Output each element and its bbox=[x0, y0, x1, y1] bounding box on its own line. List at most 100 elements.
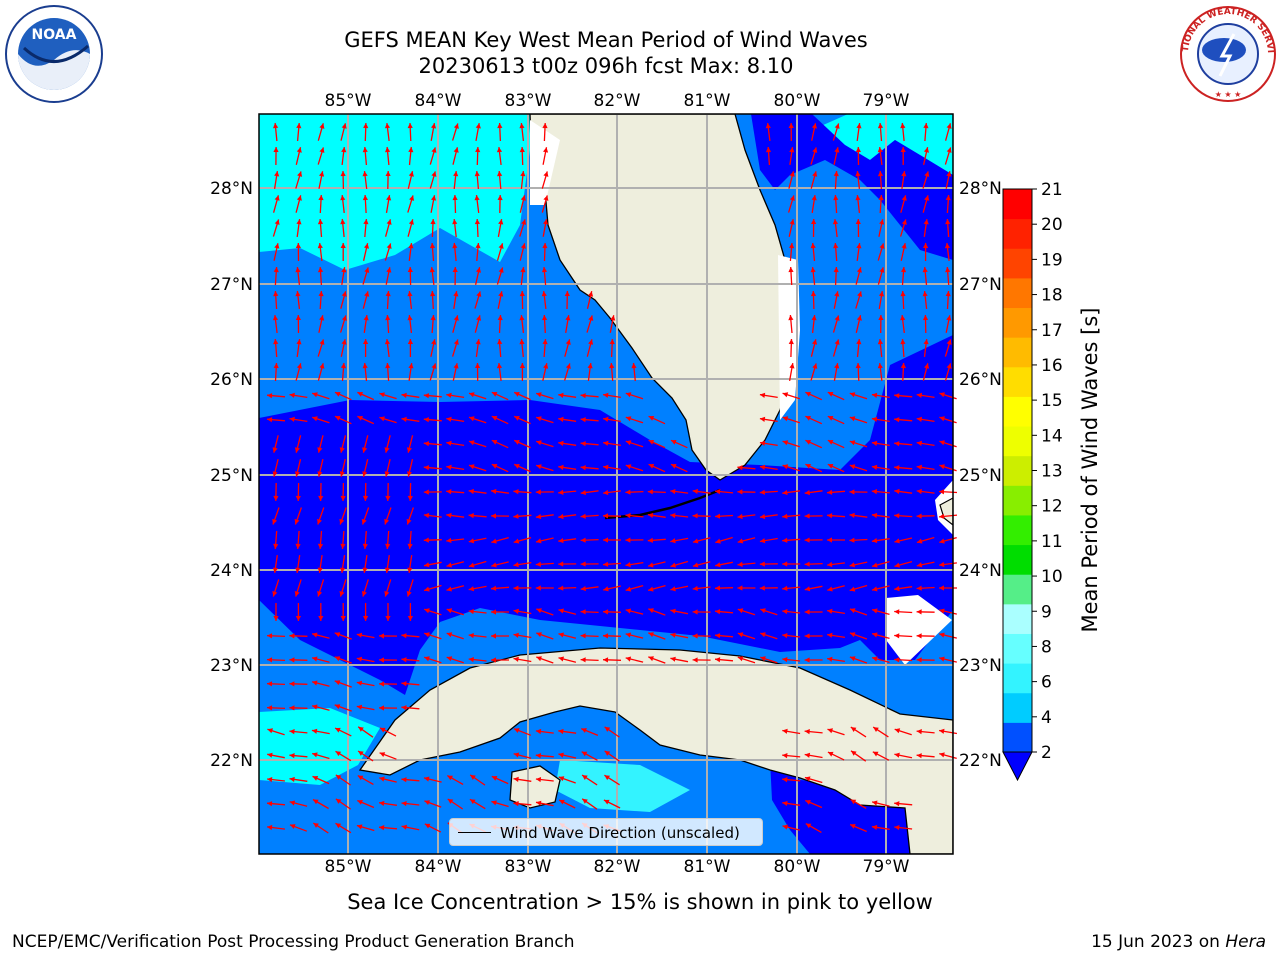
wave-direction-arrow bbox=[363, 122, 369, 142]
wave-direction-arrow bbox=[491, 775, 509, 785]
wave-direction-arrow bbox=[519, 123, 525, 141]
lat-label-right: 22°N bbox=[959, 751, 1002, 771]
wave-direction-arrow bbox=[317, 530, 324, 550]
wave-direction-arrow bbox=[519, 146, 525, 166]
wave-direction-arrow bbox=[317, 459, 324, 477]
wave-direction-arrow bbox=[625, 513, 644, 519]
wave-direction-arrow bbox=[945, 315, 952, 333]
wave-direction-arrow bbox=[558, 656, 577, 663]
colorbar-segment bbox=[1003, 663, 1032, 694]
wave-direction-arrow bbox=[939, 536, 957, 544]
wave-direction-arrow bbox=[318, 171, 325, 189]
wave-direction-arrow bbox=[468, 657, 487, 663]
wave-direction-arrow bbox=[670, 585, 689, 592]
wave-direction-arrow bbox=[335, 774, 351, 786]
wave-direction-arrow bbox=[513, 536, 532, 544]
colorbar-segment bbox=[1003, 396, 1032, 427]
wave-direction-arrow bbox=[446, 561, 465, 568]
wave-direction-arrow bbox=[788, 266, 794, 286]
wave-direction-arrow bbox=[580, 393, 599, 399]
wave-direction-arrow bbox=[832, 315, 840, 333]
wave-direction-arrow bbox=[318, 290, 324, 310]
wave-direction-arrow bbox=[782, 392, 800, 400]
wave-direction-arrow bbox=[385, 362, 391, 382]
colorbar-tick-label: 18 bbox=[1041, 286, 1063, 306]
wave-direction-arrow bbox=[424, 632, 442, 640]
wave-direction-arrow bbox=[827, 415, 845, 425]
wave-direction-arrow bbox=[670, 537, 689, 544]
lon-label-bottom: 82°W bbox=[594, 857, 641, 877]
wave-direction-arrow bbox=[878, 290, 884, 310]
wave-direction-arrow bbox=[939, 608, 957, 615]
wave-direction-arrow bbox=[916, 729, 935, 735]
land-bahamas bbox=[939, 497, 953, 526]
wave-direction-arrow bbox=[670, 632, 689, 639]
wave-direction-arrow bbox=[513, 585, 532, 591]
wave-direction-arrow bbox=[580, 537, 599, 543]
wave-direction-arrow bbox=[826, 632, 846, 639]
wave-direction-arrow bbox=[901, 171, 907, 189]
wave-direction-arrow bbox=[273, 122, 279, 142]
wave-direction-arrow bbox=[939, 585, 957, 591]
wave-direction-arrow bbox=[900, 243, 907, 261]
wave-direction-arrow bbox=[385, 170, 391, 190]
wave-direction-arrow bbox=[586, 291, 594, 309]
wave-direction-arrow bbox=[424, 800, 442, 808]
wave-direction-arrow bbox=[900, 362, 906, 382]
wave-direction-arrow bbox=[849, 512, 868, 518]
wave-direction-arrow bbox=[788, 314, 794, 334]
wave-direction-arrow bbox=[423, 465, 442, 471]
sea-ice-note: Sea Ice Concentration > 15% is shown in … bbox=[347, 890, 933, 914]
legend-label: Wind Wave Direction (unscaled) bbox=[500, 824, 740, 842]
wave-direction-arrow bbox=[469, 798, 486, 810]
wave-direction-arrow bbox=[289, 776, 308, 782]
wave-direction-arrow bbox=[625, 489, 644, 495]
wave-direction-arrow bbox=[602, 392, 622, 399]
wave-direction-arrow bbox=[759, 514, 778, 520]
wave-direction-arrow bbox=[692, 537, 711, 544]
wave-direction-arrow bbox=[474, 315, 482, 333]
wave-direction-arrow bbox=[452, 363, 459, 381]
wave-direction-arrow bbox=[558, 728, 577, 735]
wave-direction-arrow bbox=[446, 464, 465, 471]
wave-direction-arrow bbox=[788, 171, 795, 189]
wave-direction-arrow bbox=[295, 459, 302, 477]
wave-direction-arrow bbox=[334, 415, 352, 425]
wave-direction-arrow bbox=[855, 267, 862, 285]
wave-direction-arrow bbox=[670, 513, 689, 519]
wave-direction-arrow bbox=[339, 315, 347, 333]
wave-direction-arrow bbox=[804, 537, 823, 543]
wave-direction-arrow bbox=[737, 561, 756, 567]
wave-direction-arrow bbox=[832, 219, 839, 237]
wave-direction-arrow bbox=[945, 218, 951, 238]
wave-direction-arrow bbox=[849, 416, 868, 424]
wave-direction-arrow bbox=[878, 314, 884, 334]
wave-direction-arrow bbox=[519, 315, 525, 333]
colorbar-tick-label: 4 bbox=[1041, 708, 1052, 728]
wave-direction-arrow bbox=[826, 608, 846, 615]
wave-direction-arrow bbox=[586, 315, 594, 333]
wave-direction-arrow bbox=[513, 489, 532, 495]
wave-direction-arrow bbox=[826, 513, 846, 519]
wave-direction-arrow bbox=[289, 753, 308, 759]
wave-direction-arrow bbox=[384, 579, 392, 597]
wave-direction-arrow bbox=[759, 537, 778, 544]
wave-direction-arrow bbox=[944, 339, 952, 357]
wave-direction-arrow bbox=[811, 123, 817, 141]
wave-direction-arrow bbox=[832, 339, 840, 357]
wave-direction-arrow bbox=[833, 266, 839, 286]
colorbar-tick-label: 16 bbox=[1041, 356, 1063, 376]
wave-direction-arrow bbox=[805, 415, 823, 425]
wave-direction-arrow bbox=[558, 392, 577, 398]
map-area bbox=[259, 114, 953, 854]
wave-direction-arrow bbox=[760, 608, 778, 616]
wave-direction-arrow bbox=[827, 537, 845, 543]
colorbar-tick-label: 6 bbox=[1041, 673, 1052, 693]
wave-direction-arrow bbox=[273, 290, 279, 310]
wave-direction-arrow bbox=[894, 417, 913, 423]
wave-direction-arrow bbox=[406, 579, 414, 597]
wave-direction-arrow bbox=[833, 147, 840, 165]
wave-direction-arrow bbox=[311, 728, 330, 735]
lon-label-top: 81°W bbox=[684, 91, 731, 111]
wave-direction-arrow bbox=[311, 632, 330, 639]
